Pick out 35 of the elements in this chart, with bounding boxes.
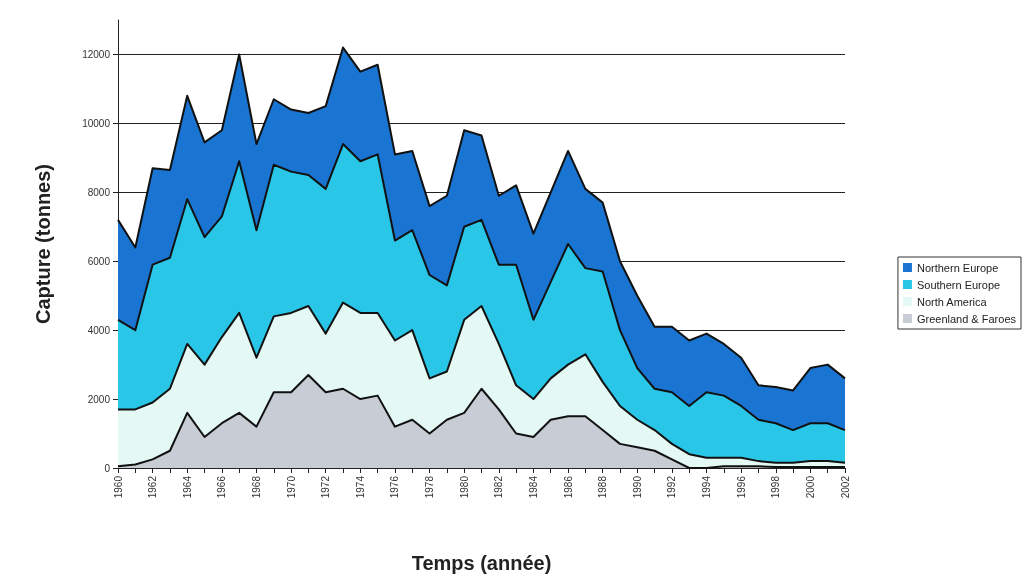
- x-tick-label: 1992: [666, 475, 678, 499]
- x-tick-label: 2000: [804, 475, 816, 499]
- y-tick-label: 10000: [82, 117, 111, 129]
- y-tick-label: 12000: [82, 48, 111, 60]
- x-tick-label: 1986: [562, 475, 574, 499]
- y-tick-label: 6000: [87, 255, 111, 267]
- legend-label: Southern Europe: [916, 278, 1001, 291]
- y-tick-label: 2000: [87, 393, 111, 405]
- x-tick-label: 1964: [181, 475, 193, 499]
- y-axis-title: Capture (tonnes): [32, 164, 54, 324]
- legend-label: Greenland & Faroes: [916, 312, 1017, 325]
- x-tick-label: 2002: [839, 475, 851, 499]
- y-tick-label: 0: [104, 462, 111, 474]
- legend-label: North America: [916, 295, 988, 308]
- x-axis-title: Temps (année): [411, 552, 552, 574]
- x-tick-label: 1990: [631, 475, 643, 499]
- x-tick-label: 1984: [527, 475, 539, 499]
- x-tick-label: 1970: [285, 475, 297, 499]
- x-tick-label: 1996: [735, 475, 747, 499]
- x-tick-label: 1966: [216, 475, 228, 499]
- x-tick-label: 1994: [701, 475, 713, 499]
- x-tick-label: 1976: [389, 475, 401, 499]
- x-tick-label: 1968: [250, 475, 262, 499]
- y-tick-label: 4000: [87, 324, 111, 336]
- x-tick-label: 1980: [458, 475, 470, 499]
- legend-label: Northern Europe: [916, 261, 999, 274]
- x-tick-label: 1962: [147, 475, 159, 499]
- x-tick-label: 1982: [493, 475, 505, 499]
- x-tick-label: 1978: [424, 475, 436, 499]
- x-tick-label: 1960: [112, 475, 124, 499]
- x-tick-label: 1972: [320, 475, 332, 499]
- x-tick-label: 1988: [597, 475, 609, 499]
- y-tick-label: 8000: [87, 186, 111, 198]
- x-tick-label: 1998: [770, 475, 782, 499]
- x-tick-label: 1974: [354, 475, 366, 499]
